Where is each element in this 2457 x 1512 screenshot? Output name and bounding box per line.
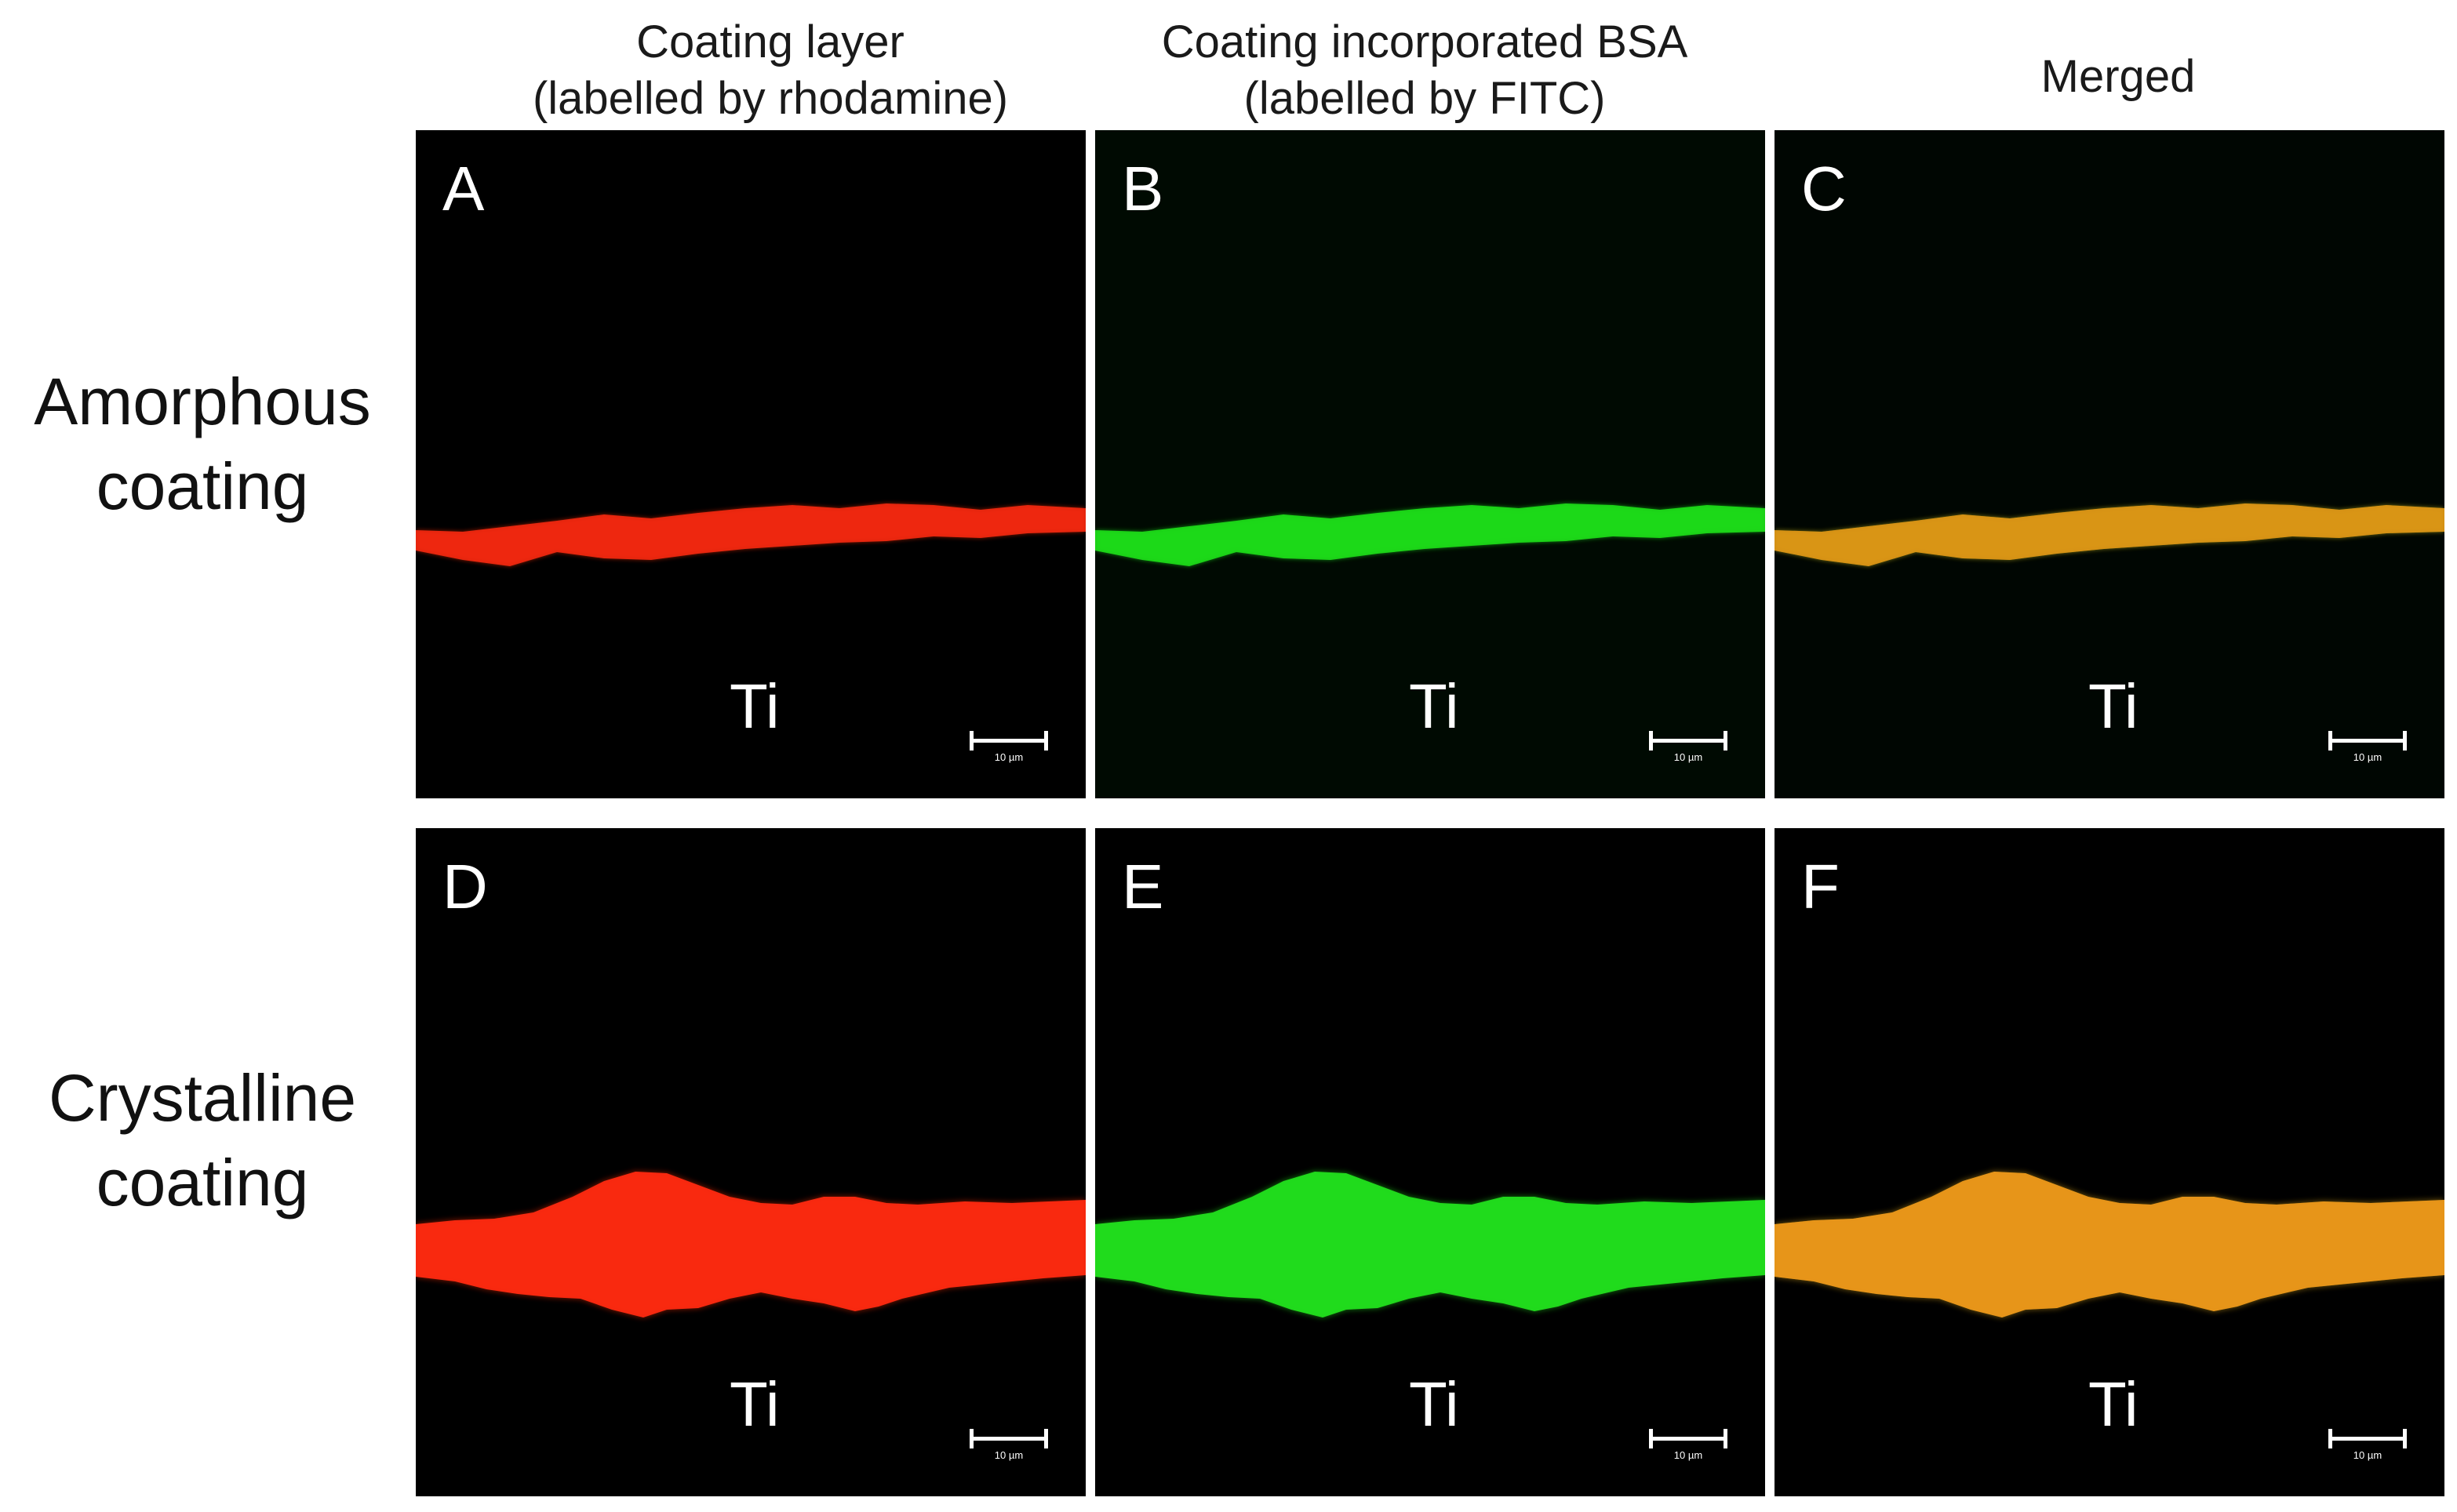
column-header-line: Merged (2040, 51, 2196, 102)
row-label-line: Amorphous (34, 365, 371, 438)
micrograph-panel-b: B Ti 10 µm (1095, 130, 1765, 798)
substrate-label: Ti (2088, 671, 2138, 741)
row-label-crystalline: Crystalline coating (0, 1056, 405, 1225)
row-label-line: Crystalline (48, 1061, 357, 1135)
micrograph-panel-d: D Ti 10 µm (416, 828, 1086, 1496)
scale-bar-label: 10 µm (1673, 751, 1703, 763)
fluorescent-coating-image (1774, 1172, 2444, 1318)
panel-letter: A (442, 154, 485, 224)
column-header-bsa: Coating incorporated BSA (labelled by FI… (1072, 14, 1778, 127)
coating-layer (1095, 1172, 1765, 1318)
fluorescent-coating-image (416, 1172, 1086, 1318)
column-header-line: Coating incorporated BSA (1161, 16, 1688, 67)
scale-bar-label: 10 µm (2353, 751, 2382, 763)
panel-letter: B (1122, 154, 1164, 224)
fluorescent-coating-image (416, 503, 1086, 566)
scale-bar: 10 µm (2320, 728, 2415, 767)
coating-layer (416, 503, 1086, 566)
scale-bar: 10 µm (962, 1426, 1056, 1465)
column-header-subline: (labelled by rhodamine) (532, 73, 1009, 124)
scale-bar: 10 µm (2320, 1426, 2415, 1465)
panel-letter: F (1801, 852, 1840, 921)
substrate-label: Ti (2088, 1369, 2138, 1439)
fluorescent-coating-image (1095, 1172, 1765, 1318)
substrate-label: Ti (1409, 1369, 1459, 1439)
micrograph-panel-a: A Ti 10 µm (416, 130, 1086, 798)
scale-bar: 10 µm (1641, 728, 1735, 767)
substrate-label: Ti (730, 1369, 780, 1439)
column-header-coating-layer: Coating layer (labelled by rhodamine) (417, 14, 1123, 127)
fluorescent-coating-image (1095, 503, 1765, 566)
scale-bar: 10 µm (1641, 1426, 1735, 1465)
panel-letter: E (1122, 852, 1164, 921)
merged-overlap-tint (1774, 503, 2444, 566)
micrograph-panel-f: F Ti 10 µm (1774, 828, 2444, 1496)
column-header-line: Coating layer (636, 16, 905, 67)
panel-letter: D (442, 852, 488, 921)
fluorescent-coating-image (1774, 503, 2444, 566)
scale-bar: 10 µm (962, 728, 1056, 767)
coating-layer (1774, 503, 2444, 566)
micrograph-panel-c: C Ti 10 µm (1774, 130, 2444, 798)
column-header-subline: (labelled by FITC) (1243, 73, 1606, 124)
coating-layer (416, 1172, 1086, 1318)
coating-layer (1774, 1172, 2444, 1318)
scale-bar-label: 10 µm (1673, 1449, 1703, 1461)
scale-bar-label: 10 µm (994, 1449, 1024, 1461)
panel-letter: C (1801, 154, 1847, 224)
micrograph-panel-e: E Ti 10 µm (1095, 828, 1765, 1496)
scale-bar-label: 10 µm (2353, 1449, 2382, 1461)
substrate-label: Ti (1409, 671, 1459, 741)
merged-overlap-tint (1774, 1172, 2444, 1318)
row-label-amorphous: Amorphous coating (0, 359, 405, 529)
scale-bar-label: 10 µm (994, 751, 1024, 763)
column-header-merged: Merged (1765, 49, 2457, 105)
row-label-subline: coating (96, 449, 309, 523)
row-label-subline: coating (96, 1146, 309, 1219)
substrate-label: Ti (730, 671, 780, 741)
coating-layer (1095, 503, 1765, 566)
